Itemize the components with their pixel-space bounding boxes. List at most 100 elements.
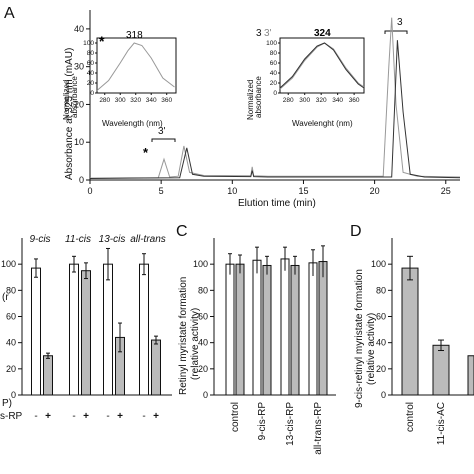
- inset-318-xlabel: Wavelength (nm): [102, 119, 163, 128]
- inset-y-tick-label: 20: [87, 80, 95, 87]
- inset-x-tick-label: 300: [115, 97, 126, 104]
- panel-b-y-tick-label: 100: [1, 259, 16, 269]
- panel-a-trace-2: [89, 40, 461, 179]
- panel-a-chromatogram: Absorbance at 325 nm (mAU) Elution time …: [62, 10, 461, 209]
- panel-b-minus-sign: -: [72, 411, 75, 422]
- panel-b-group-label: all-trans: [130, 234, 166, 245]
- panel-c-bar: [308, 262, 318, 396]
- panel-c-bar: [280, 258, 290, 396]
- inset-x-tick-label: 320: [316, 97, 327, 104]
- panel-a-x-tick-label: 0: [87, 186, 92, 196]
- inset-x-tick-label: 340: [332, 97, 343, 104]
- panel-d-category-label: control: [405, 402, 416, 432]
- panel-c-category-label: control: [230, 402, 241, 432]
- inset-x-tick-label: 280: [283, 97, 294, 104]
- panel-b-group-label: 9-cis: [29, 234, 50, 245]
- panel-a-y-tick-label: 20: [74, 99, 84, 109]
- panel-c-category-label: all-trans-RP: [313, 402, 324, 455]
- panel-c-ylabel-1: Retinyl myristate formation: [178, 277, 189, 395]
- panel-b-plus-sign: +: [117, 411, 123, 422]
- panel-b-bar-minus: [139, 263, 149, 396]
- panel-c-y-tick-label: 80: [198, 285, 208, 295]
- panel-c-y-tick-label: 60: [198, 312, 208, 322]
- inset-318: * 318 Normalized absorbance Wavelength (…: [62, 30, 177, 128]
- inset-y-tick-label: 80: [87, 50, 95, 57]
- panel-b-plus-sign: +: [45, 411, 51, 422]
- panel-c-bar: [262, 264, 272, 396]
- panel-c-bar: [252, 259, 262, 396]
- panel-d-category-label: 11-cis-AC: [436, 402, 447, 445]
- inset-324-legend-3prime: 3': [264, 28, 272, 39]
- inset-spectrum-2: [279, 42, 365, 89]
- peak-3-bracket: [384, 30, 408, 34]
- panel-b-y-tick-label: 20: [6, 364, 16, 374]
- panel-c-label: C: [176, 223, 188, 240]
- inset-x-tick-label: 360: [161, 97, 172, 104]
- panel-b-bar-plus: [81, 270, 91, 396]
- panel-d-y-tick-label: 0: [381, 390, 386, 400]
- panel-b-group-label: 11-cis: [65, 234, 91, 245]
- panel-c-bar: [235, 263, 245, 396]
- panel-b-bar-plus: [43, 355, 53, 396]
- panel-c-y-tick-label: 20: [198, 364, 208, 374]
- inset-y-tick-label: 0: [90, 90, 94, 97]
- panel-b-plus-sign: +: [83, 411, 89, 422]
- panel-d-y-tick-label: 40: [376, 338, 386, 348]
- panel-a-y-tick-label: 30: [74, 62, 84, 72]
- panel-a-x-tick-label: 10: [227, 186, 237, 196]
- inset-324-xlabel: Wavelenght (nm): [292, 119, 353, 128]
- panel-d-bar: [401, 267, 419, 396]
- inset-y-tick-label: 0: [273, 90, 277, 97]
- panel-b-y-tick-label: 40: [6, 338, 16, 348]
- inset-318-ylabel-2: absorbance: [70, 76, 79, 118]
- panel-a-y-tick-label: 10: [74, 137, 84, 147]
- peak-3-label: 3: [397, 17, 403, 28]
- panel-d-bar-chart: 9-cis-retinyl myristate formation (relat…: [354, 238, 474, 445]
- panel-a-trace-1: [89, 17, 461, 179]
- panel-d-bar: [432, 344, 450, 396]
- inset-324-ylabel-1: Normalized: [246, 80, 255, 120]
- panel-c-category-label: 9-cis-RP: [257, 402, 268, 441]
- peak-3prime-label: 3': [158, 126, 166, 137]
- panel-c-ylabel-2: (relative activity): [190, 308, 201, 380]
- panel-c-bar-chart: Retinyl myristate formation (relative ac…: [178, 238, 336, 455]
- inset-318-peak-label: 318: [126, 30, 143, 41]
- inset-y-tick-label: 60: [270, 60, 278, 67]
- inset-x-tick-label: 280: [99, 97, 110, 104]
- panel-a-y-tick-label: 40: [74, 24, 84, 34]
- panel-a-y-label: Absorbance at 325 nm (mAU): [64, 48, 75, 180]
- panel-a-x-tick-label: 25: [441, 186, 451, 196]
- inset-y-tick-label: 20: [270, 80, 278, 87]
- panel-b-bar-minus: [31, 267, 41, 396]
- panel-b-ylabel-fragment-2: P): [2, 398, 12, 409]
- panel-d-y-tick-label: 100: [371, 259, 386, 269]
- inset-324-peak-label: 324: [314, 28, 331, 39]
- panel-b-ylabel-fragment: (r: [2, 292, 9, 303]
- panel-b-minus-sign: -: [106, 411, 109, 422]
- panel-c-bar: [225, 263, 235, 396]
- panel-a-x-tick-label: 5: [159, 186, 164, 196]
- panel-b-y-tick-label: 60: [6, 312, 16, 322]
- inset-x-tick-label: 320: [130, 97, 141, 104]
- inset-x-tick-label: 360: [349, 97, 360, 104]
- panel-c-category-label: 13-cis-RP: [285, 402, 296, 446]
- panel-a-x-tick-label: 20: [370, 186, 380, 196]
- panel-b-minus-sign: -: [142, 411, 145, 422]
- inset-x-tick-label: 340: [146, 97, 157, 104]
- panel-a-x-label: Elution time (min): [238, 198, 316, 209]
- panel-d-y-tick-label: 60: [376, 312, 386, 322]
- inset-324-frame: [279, 37, 365, 94]
- panel-d-label: D: [350, 223, 362, 240]
- inset-318-marker: *: [99, 33, 105, 49]
- panel-b-y-tick-label: 0: [11, 390, 16, 400]
- panel-d-bar: [467, 355, 474, 396]
- panel-c-bar: [290, 264, 300, 396]
- inset-318-frame: [96, 37, 177, 94]
- peak-3prime-bracket: [151, 138, 176, 142]
- panel-d-ylabel-1: 9-cis-retinyl myristate formation: [354, 269, 365, 408]
- inset-y-tick-label: 40: [270, 70, 278, 77]
- panel-a-x-tick-label: 15: [298, 186, 308, 196]
- panel-d-y-tick-label: 80: [376, 285, 386, 295]
